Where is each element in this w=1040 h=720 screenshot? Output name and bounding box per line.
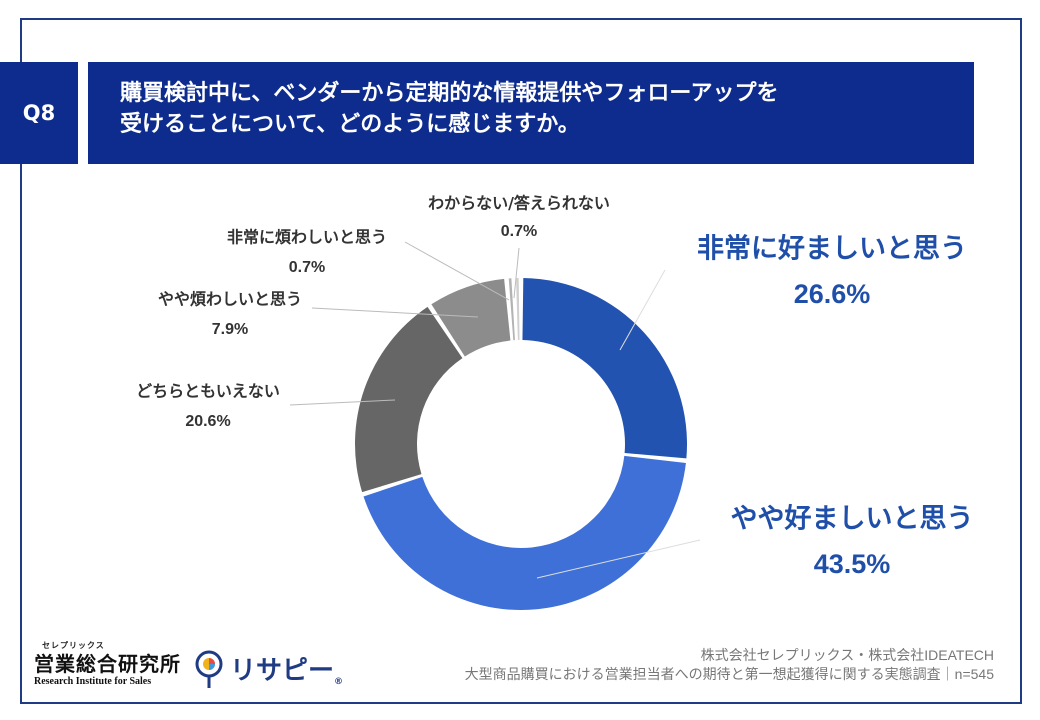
slice-2-value-label: 43.5% — [814, 549, 891, 579]
question-text-box: 購買検討中に、ベンダーから定期的な情報提供やフォローアップを 受けることについて… — [88, 62, 974, 164]
slice-3-value-label: 20.6% — [185, 413, 230, 430]
lisapy-mark: ® — [334, 677, 344, 687]
slice-5-wedge — [508, 278, 515, 341]
slice-1-value-label: 26.6% — [794, 279, 871, 309]
slice-6-value-label: 0.7% — [501, 223, 537, 240]
slice-2-category-label: やや好ましいと思う — [731, 504, 974, 535]
slice-4-wedge — [431, 278, 511, 357]
logo-block: セレプリックス 営業総合研究所 Research Institute for S… — [34, 640, 343, 690]
question-line-2: 受けることについて、どのように感じますか。 — [120, 112, 580, 137]
lisapy-logo-text: リサピー® — [230, 650, 343, 687]
slice-1-wedge — [522, 278, 687, 459]
slice-4-value-label: 7.9% — [212, 321, 248, 338]
slice-5-value-label: 0.7% — [289, 259, 325, 276]
chart-frame — [20, 18, 1022, 704]
slice-3-wedge — [355, 306, 463, 493]
lisapy-brand: リサピー — [230, 656, 335, 686]
slice-2-wedge — [363, 455, 686, 610]
org-logo-small-text: セレプリックス — [42, 641, 105, 650]
slice-3-leader-line — [289, 399, 396, 406]
org-logo-english: Research Institute for Sales — [34, 676, 152, 687]
question-number: Q8 — [22, 101, 56, 125]
slice-6-category-label: わからない/答えられない — [428, 194, 610, 213]
footer-companies: 株式会社セレプリックス・株式会社IDEATECH — [700, 647, 994, 663]
slice-4-leader-line — [311, 307, 479, 318]
footer-source: 株式会社セレプリックス・株式会社IDEATECH 大型商品購買における営業担当者… — [465, 646, 994, 684]
slice-3-category-label: どちらともいえない — [136, 382, 280, 401]
question-line-1: 購買検討中に、ベンダーから定期的な情報提供やフォローアップを — [120, 81, 779, 106]
slice-4-category-label: やや煩わしいと思う — [158, 290, 302, 309]
slice-1-category-label: 非常に好ましいと思う — [697, 234, 967, 265]
slice-6-leader-line — [513, 247, 520, 299]
slice-6-wedge — [516, 278, 520, 341]
slice-5-leader-line — [404, 241, 510, 301]
slice-1-leader-line — [619, 269, 666, 351]
slice-2-leader-line — [536, 539, 701, 579]
lisapy-pin-icon — [195, 650, 223, 688]
slice-5-category-label: 非常に煩わしいと思う — [227, 228, 387, 247]
footer-survey: 大型商品購買における営業担当者への期待と第一想起獲得に関する実態調査｜n=545 — [464, 666, 994, 682]
org-logo-name: 営業総合研究所 — [34, 652, 181, 676]
question-number-box: Q8 — [0, 62, 78, 164]
